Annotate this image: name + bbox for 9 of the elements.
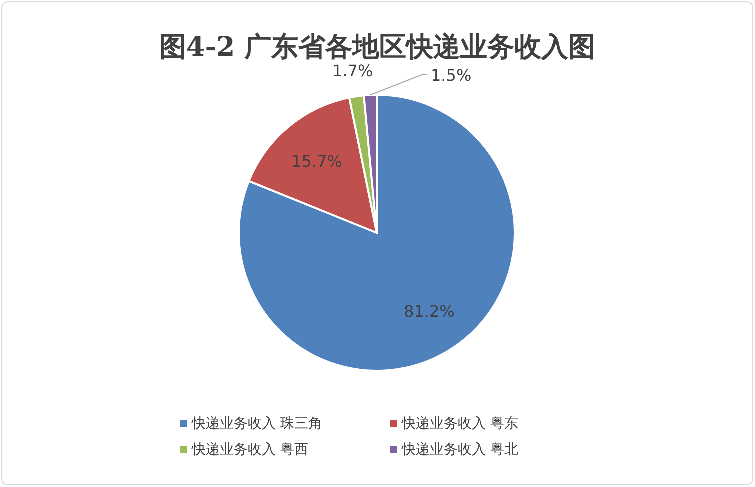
data-label: 1.5% bbox=[431, 66, 472, 85]
legend-label: 快递业务收入 粤西 bbox=[191, 442, 308, 458]
legend-label: 快递业务收入 珠三角 bbox=[191, 416, 322, 432]
data-label: 81.2% bbox=[404, 302, 455, 321]
legend-label: 快递业务收入 粤东 bbox=[401, 416, 518, 432]
data-label: 1.7% bbox=[332, 62, 374, 81]
legend-label: 快递业务收入 粤北 bbox=[401, 442, 518, 458]
data-label: 15.7% bbox=[292, 152, 342, 171]
chart-title: 图4-2 广东省各地区快递业务收入图 bbox=[159, 32, 596, 63]
